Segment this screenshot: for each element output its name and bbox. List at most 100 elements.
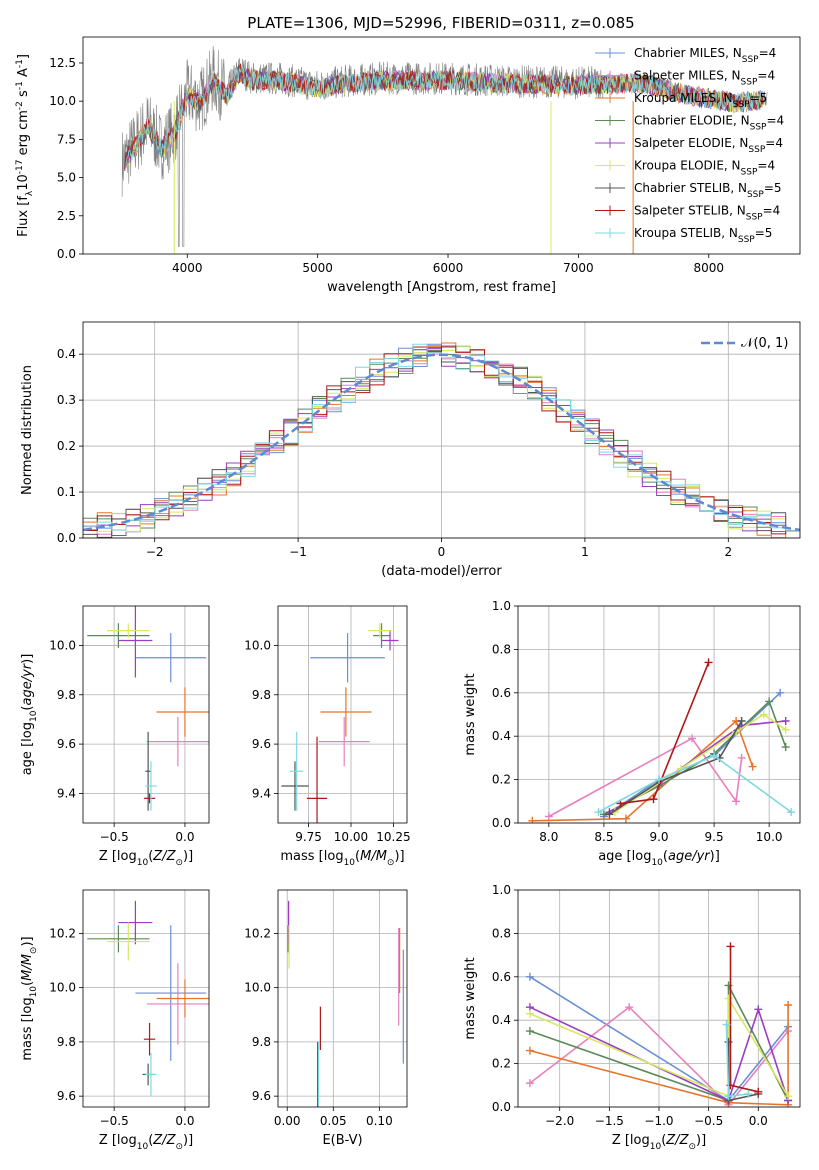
legend-label: Salpeter STELIB, NSSP=4 — [634, 204, 780, 223]
y-axis-label: Flux [fλ10-17 erg cm-2 s-1 A-1] — [15, 54, 35, 237]
y-tick-label: 10.0 — [49, 638, 76, 652]
y-tick-label: 10.0 — [244, 638, 271, 652]
y-axis-label: age [log10(age/yr)] — [20, 654, 39, 776]
weight-point-marker — [776, 688, 785, 697]
x-tick-label: −2.0 — [545, 1114, 574, 1128]
model-fit-line — [124, 63, 764, 171]
weight-series-line — [529, 1005, 789, 1106]
model-fit-line — [124, 65, 764, 171]
axes-mass_vs_Z: −0.5 0.0 9.6 9.8 10.0 10.2 Z [log10(Z/Z⊙)] mass… — [20, 889, 210, 1152]
x-axis-label: Z [log10(Z/Z⊙)] — [99, 1133, 193, 1152]
weight-point-marker — [726, 942, 735, 951]
weight-point-marker — [621, 814, 630, 823]
x-tick-label: −2 — [146, 545, 164, 559]
weight-point-marker — [688, 734, 697, 743]
y-tick-label: 0.4 — [492, 729, 511, 743]
weight-point-marker — [710, 751, 719, 760]
y-tick-label: 9.4 — [252, 786, 271, 800]
weight-series-line — [598, 754, 792, 813]
legend-label: Salpeter ELODIE, NSSP=4 — [634, 136, 783, 155]
plot-area-mass_vs_EBV — [287, 900, 404, 1107]
y-tick-label: 9.6 — [57, 737, 76, 751]
weight-point-marker — [787, 808, 796, 817]
weight-point-marker — [525, 1009, 534, 1018]
weight-point-marker — [528, 816, 537, 823]
axes-weight_vs_Z: −2.0 −1.5 −1.0 −0.5 0.0 0.0 0.2 0.4 0.6 0.8 1.0 Z [… — [463, 883, 801, 1152]
weight-point-marker — [722, 1020, 731, 1029]
x-tick-label: 0.10 — [366, 1114, 393, 1128]
plot-area-spectrum — [121, 45, 768, 254]
plot-area-mass_vs_Z — [87, 900, 209, 1097]
x-tick-label: −1 — [289, 545, 307, 559]
y-tick-label: 1.0 — [492, 599, 511, 613]
y-tick-label: 0.0 — [57, 531, 76, 545]
y-tick-label: 10.2 — [49, 926, 76, 940]
x-tick-label: 5000 — [302, 261, 333, 275]
y-tick-label: 0.0 — [492, 1100, 511, 1114]
weight-point-marker — [544, 812, 553, 821]
weight-series-line — [608, 720, 743, 815]
y-tick-label: 10.0 — [49, 981, 76, 995]
weight-point-marker — [724, 1037, 733, 1046]
y-tick-label: 0.6 — [492, 970, 511, 984]
weight-point-marker — [724, 1092, 733, 1101]
y-axis-label: Normed distribution — [20, 365, 35, 495]
legend-label: Chabrier MILES, NSSP=4 — [634, 46, 776, 65]
y-tick-label: 0.8 — [492, 642, 511, 656]
weight-point-marker — [781, 725, 790, 734]
legend-label: Chabrier ELODIE, NSSP=4 — [634, 114, 784, 133]
y-tick-label: 10.0 — [244, 981, 271, 995]
weight-point-marker — [525, 1027, 534, 1036]
weight-point-marker — [737, 717, 746, 726]
x-tick-label: 0.0 — [749, 1114, 768, 1128]
weight-point-marker — [784, 1001, 793, 1010]
weight-point-marker — [704, 658, 713, 667]
x-tick-label: 1 — [581, 545, 589, 559]
weight-series-line — [548, 737, 743, 818]
x-axis-label: (data-model)/error — [381, 564, 502, 579]
weight-series-line — [529, 1006, 789, 1102]
y-tick-label: 0.6 — [492, 686, 511, 700]
y-tick-label: 9.8 — [57, 688, 76, 702]
x-axis-label: Z [log10(Z/Z⊙)] — [612, 1133, 706, 1152]
plot-area-residuals — [83, 342, 800, 538]
residual-legend: 𝒩(0, 1) — [701, 336, 788, 351]
y-tick-label: 9.4 — [57, 786, 76, 800]
weight-point-marker — [724, 994, 733, 1003]
y-tick-label: 9.8 — [252, 1035, 271, 1049]
weight-point-marker — [737, 753, 746, 762]
weight-series-line — [727, 1041, 759, 1102]
y-tick-label: 9.8 — [252, 688, 271, 702]
weight-point-marker — [724, 981, 733, 990]
x-tick-label: 0.0 — [175, 1114, 194, 1128]
x-tick-label: 9.75 — [295, 830, 322, 844]
normal-distribution-curve — [83, 353, 800, 532]
x-tick-label: 10.25 — [376, 830, 410, 844]
x-tick-label: 8.5 — [594, 830, 613, 844]
x-axis-label: E(B-V) — [322, 1133, 362, 1148]
axes-age_vs_Z: −0.5 0.0 9.4 9.6 9.8 10.0 Z [log10(Z/Z⊙)] age [… — [20, 605, 210, 868]
x-tick-label: −0.5 — [694, 1114, 723, 1128]
weight-point-marker — [649, 795, 658, 804]
weight-point-marker — [754, 1005, 763, 1014]
figure-title: PLATE=1306, MJD=52996, FIBERID=0311, z=0… — [247, 14, 634, 32]
x-tick-label: 0 — [438, 545, 446, 559]
y-tick-label: 1.0 — [492, 883, 511, 897]
legend-label: Kroupa MILES, NSSP=5 — [634, 91, 767, 110]
weight-point-marker — [625, 1003, 634, 1012]
weight-point-marker — [525, 1079, 534, 1088]
y-tick-label: 7.5 — [57, 132, 76, 146]
legend-label: 𝒩(0, 1) — [741, 336, 788, 351]
y-tick-label: 5.0 — [57, 171, 76, 185]
weight-series-line — [614, 713, 787, 813]
axes-frame — [82, 605, 210, 824]
x-axis-label: wavelength [Angstrom, rest frame] — [327, 280, 556, 295]
y-tick-label: 0.2 — [492, 773, 511, 787]
x-tick-label: 0.00 — [274, 1114, 301, 1128]
axes-frame — [82, 36, 801, 255]
y-tick-label: 0.4 — [57, 347, 76, 361]
y-tick-label: 0.4 — [492, 1013, 511, 1027]
x-tick-label: 0.0 — [175, 830, 194, 844]
x-tick-label: 4000 — [172, 261, 203, 275]
plot-area-age_vs_mass — [281, 623, 399, 823]
